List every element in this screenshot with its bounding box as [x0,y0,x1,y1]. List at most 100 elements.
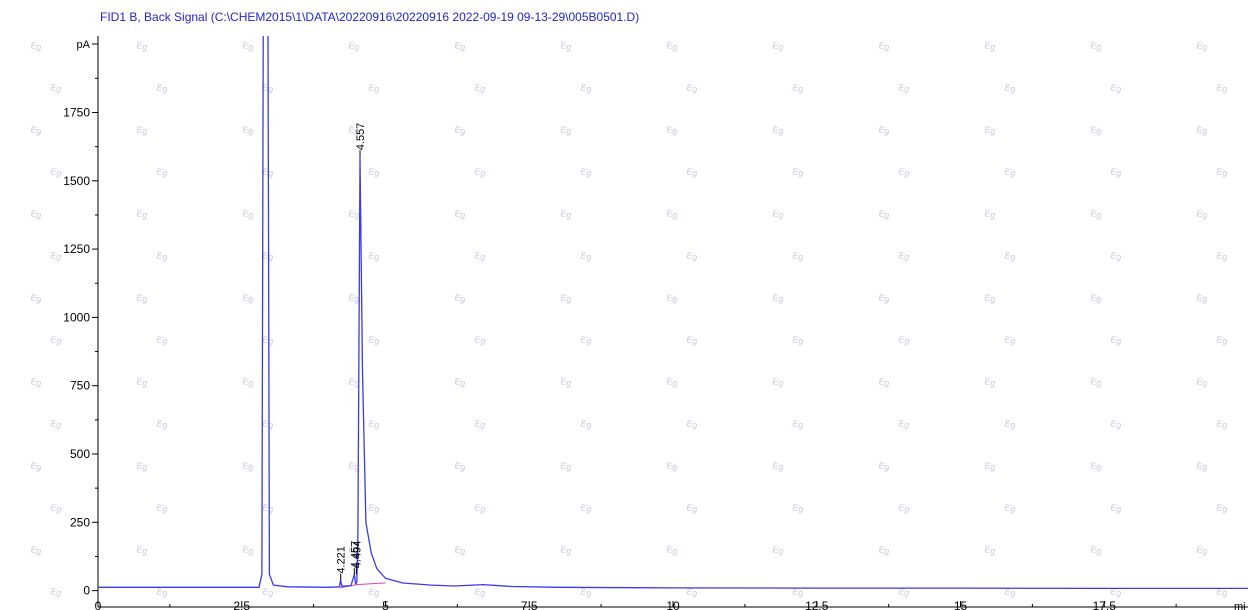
watermark-mark: Eg [1196,376,1209,388]
y-tick-label: 0 [83,584,90,598]
watermark-mark: Eg [50,334,63,346]
watermark-mark: Eg [348,124,361,136]
watermark-mark: Eg [1110,418,1123,430]
watermark-mark: Eg [262,502,275,514]
y-tick-label: 500 [70,447,90,461]
watermark-mark: Eg [1216,502,1229,514]
watermark-mark: Eg [348,376,361,388]
watermark-mark: Eg [878,376,891,388]
watermark-mark: Eg [878,460,891,472]
watermark-mark: Eg [474,166,487,178]
watermark-mark: Eg [666,124,679,136]
chart-title: FID1 B, Back Signal (C:\CHEM2015\1\DATA\… [100,10,639,24]
watermark-mark: Eg [1004,586,1017,598]
watermark-mark: Eg [1196,292,1209,304]
watermark-mark: Eg [560,544,573,556]
watermark-mark: Eg [50,418,63,430]
watermark-mark: Eg [792,334,805,346]
y-tick-label: 1000 [63,310,90,324]
watermark-mark: Eg [772,208,785,220]
x-tick-label: 2.5 [233,599,250,610]
watermark-mark: Eg [878,40,891,52]
watermark-mark: Eg [348,208,361,220]
watermark-mark: Eg [242,292,255,304]
watermark-mark: Eg [242,40,255,52]
watermark-mark: Eg [772,460,785,472]
watermark-mark: Eg [136,544,149,556]
watermark-mark: Eg [30,208,43,220]
watermark-mark: Eg [898,418,911,430]
watermark-mark: Eg [792,166,805,178]
watermark-mark: Eg [454,544,467,556]
watermark-mark: Eg [348,40,361,52]
watermark-mark: Eg [984,376,997,388]
watermark-mark: Eg [580,418,593,430]
watermark-mark: Eg [156,334,169,346]
watermark-mark: Eg [686,82,699,94]
watermark-mark: Eg [1196,208,1209,220]
peak-label: 4.557 [355,123,367,151]
watermark-mark: Eg [136,40,149,52]
watermark-mark: Eg [792,82,805,94]
watermark-mark: Eg [1110,250,1123,262]
watermark-mark: Eg [454,208,467,220]
watermark-mark: Eg [666,376,679,388]
watermark-mark: Eg [666,208,679,220]
watermark-mark: Eg [772,544,785,556]
watermark-mark: Eg [686,250,699,262]
watermark-mark: Eg [686,418,699,430]
watermark-mark: Eg [30,40,43,52]
x-tick-label: 15 [954,599,968,610]
watermark-mark: Eg [686,586,699,598]
watermark-mark: Eg [262,418,275,430]
watermark-mark: Eg [262,334,275,346]
watermark-mark: Eg [1196,40,1209,52]
watermark-mark: Eg [686,502,699,514]
watermark-mark: Eg [1004,502,1017,514]
watermark-mark: Eg [474,250,487,262]
watermark-mark: Eg [1090,208,1103,220]
watermark-mark: Eg [580,250,593,262]
watermark-mark: Eg [666,292,679,304]
watermark-mark: Eg [368,166,381,178]
watermark-mark: Eg [136,460,149,472]
watermark-mark: Eg [984,40,997,52]
watermark-mark: Eg [30,292,43,304]
watermark-mark: Eg [1216,250,1229,262]
watermark-mark: Eg [368,334,381,346]
watermark-mark: Eg [1110,502,1123,514]
watermark-mark: Eg [50,250,63,262]
watermark-mark: Eg [686,334,699,346]
watermark-mark: Eg [898,586,911,598]
watermark-mark: Eg [1110,166,1123,178]
watermark-mark: Eg [1090,460,1103,472]
watermark-mark: Eg [454,124,467,136]
peak-label: 4.457 [349,541,361,569]
watermark-mark: Eg [1216,334,1229,346]
watermark-mark: Eg [898,166,911,178]
watermark-mark: Eg [580,166,593,178]
x-tick-label: 17.5 [1093,599,1117,610]
x-axis-unit: mi [1234,601,1246,610]
x-tick-label: 7.5 [521,599,538,610]
y-tick-label: 250 [70,515,90,529]
watermark-mark: Eg [242,544,255,556]
watermark-mark: Eg [1216,586,1229,598]
watermark-mark: Eg [1110,334,1123,346]
watermark-mark: Eg [30,460,43,472]
watermark-mark: Eg [242,376,255,388]
watermark-mark: Eg [560,124,573,136]
watermark-mark: Eg [348,460,361,472]
watermark-mark: Eg [898,82,911,94]
watermark-mark: Eg [368,250,381,262]
watermark-mark: Eg [580,334,593,346]
watermark-mark: Eg [1090,376,1103,388]
watermark-mark: Eg [984,460,997,472]
x-tick-label: 5 [382,599,389,610]
watermark-mark: Eg [560,460,573,472]
watermark-mark: Eg [878,292,891,304]
watermark-mark: Eg [984,292,997,304]
watermark-mark: Eg [560,292,573,304]
watermark-mark: Eg [878,208,891,220]
